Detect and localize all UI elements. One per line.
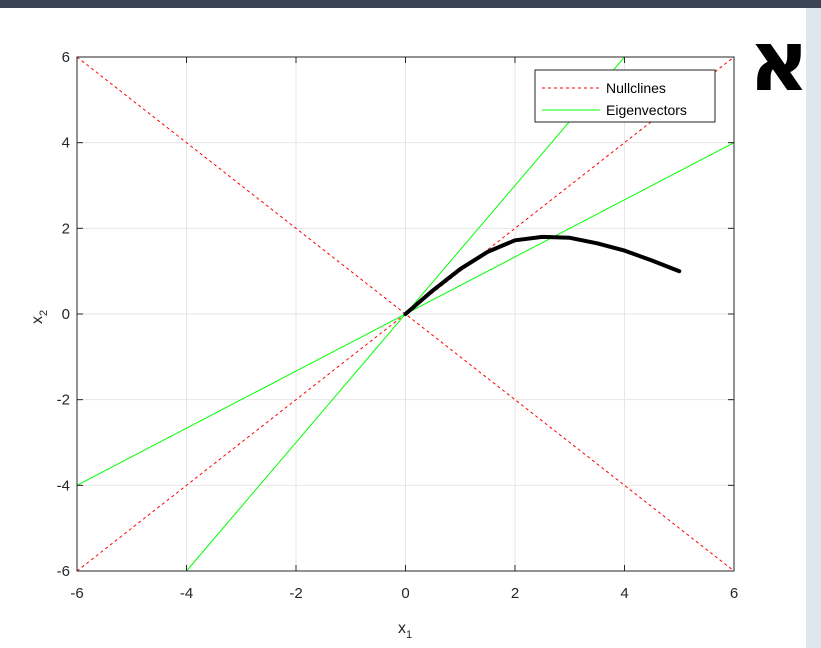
y-axis-label-group: x2 (29, 310, 50, 324)
x-tick-label: -2 (289, 585, 302, 602)
hebrew-letter-label: א (748, 12, 810, 110)
x-tick-label: -4 (180, 585, 193, 602)
x-axis-label: x1 (398, 620, 412, 641)
nullcline-line (76, 56, 735, 572)
y-tick-label: -4 (57, 477, 70, 494)
top-bar (0, 0, 821, 8)
x-tick-label: 2 (511, 585, 519, 602)
legend: Nullclines Eigenvectors (534, 69, 716, 123)
y-tick-label: 0 (62, 306, 70, 323)
y-tick-label: 4 (62, 135, 70, 152)
right-edge-strip (806, 8, 821, 648)
y-tick-label: 6 (62, 49, 70, 66)
nullcline-line (76, 56, 735, 572)
tick-layer: -6 -4 -2 0 2 4 6 -6 -4 -2 0 2 4 6 (57, 49, 739, 602)
x-tick-label: -6 (70, 585, 83, 602)
legend-label-nullclines: Nullclines (606, 80, 666, 96)
trajectory-line (403, 234, 682, 316)
legend-box (534, 69, 716, 123)
legend-label-eigenvectors: Eigenvectors (606, 102, 687, 118)
x-tick-label: 6 (730, 585, 738, 602)
y-tick-label: -2 (57, 392, 70, 409)
x-tick-label: 0 (401, 585, 409, 602)
y-axis-label: x2 (29, 310, 50, 324)
series-layer (76, 56, 735, 572)
x-tick-label: 4 (620, 585, 628, 602)
y-tick-label: -6 (57, 563, 70, 580)
y-tick-label: 2 (62, 220, 70, 237)
